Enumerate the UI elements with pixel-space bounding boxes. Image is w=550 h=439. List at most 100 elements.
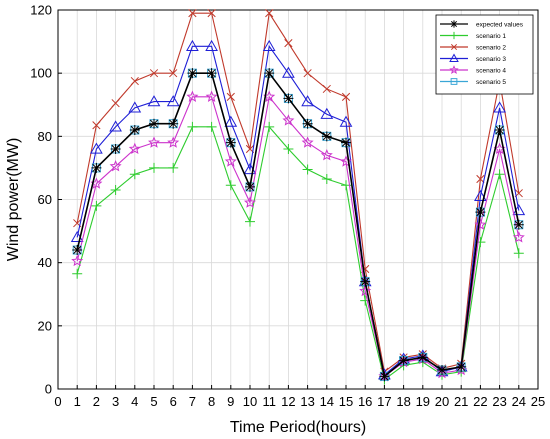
data-point-marker <box>72 245 83 256</box>
data-point-marker <box>494 125 505 136</box>
data-point-marker <box>207 9 216 18</box>
x-tick-label: 18 <box>396 394 410 409</box>
data-point-marker <box>109 160 122 172</box>
x-tick-label: 16 <box>358 394 372 409</box>
data-point-marker <box>147 95 161 107</box>
data-point-marker <box>129 125 140 136</box>
x-tick-label: 1 <box>74 394 81 409</box>
x-tick-label: 4 <box>131 394 138 409</box>
x-tick-label: 22 <box>473 394 487 409</box>
x-tick-label: 3 <box>112 394 119 409</box>
y-tick-label: 80 <box>38 129 52 144</box>
data-point-marker <box>303 69 312 78</box>
x-tick-label: 7 <box>189 394 196 409</box>
data-point-marker <box>417 352 428 363</box>
data-point-marker <box>513 219 524 230</box>
data-point-marker <box>262 39 276 51</box>
data-point-marker <box>302 164 313 175</box>
data-point-marker <box>494 169 505 180</box>
data-point-marker <box>283 93 294 104</box>
legend-entry: scenario 4 <box>440 65 506 74</box>
legend-label: expected values <box>476 21 524 28</box>
legend-swatch-marker <box>450 43 458 51</box>
x-tick-label: 19 <box>416 394 430 409</box>
data-point-marker <box>186 90 199 102</box>
x-tick-label: 10 <box>243 394 257 409</box>
data-point-marker <box>169 69 178 78</box>
data-point-marker <box>476 174 485 184</box>
data-point-marker <box>224 155 237 167</box>
x-tick-label: 8 <box>208 394 215 409</box>
data-point-marker <box>72 268 83 279</box>
data-point-marker <box>282 114 295 126</box>
legend: expected values scenario 1 scenario 2 scena… <box>435 14 534 95</box>
data-point-marker <box>187 121 198 132</box>
legend-entry: scenario 2 <box>440 43 506 51</box>
data-point-marker <box>110 185 121 196</box>
x-tick-label: 24 <box>512 394 526 409</box>
data-point-marker <box>320 148 333 161</box>
y-axis-ticks: 0 20 40 60 80 100 120 <box>30 3 62 397</box>
legend-entry: scenario 3 <box>440 53 506 63</box>
data-point-marker <box>224 115 238 127</box>
data-point-marker <box>188 9 197 18</box>
legend-label: scenario 1 <box>476 33 506 40</box>
data-point-marker <box>493 101 506 113</box>
data-point-marker <box>245 216 255 227</box>
data-point-marker <box>205 90 218 102</box>
x-tick-label: 0 <box>54 394 61 409</box>
series-line <box>76 71 520 378</box>
y-tick-label: 120 <box>30 3 52 18</box>
x-tick-label: 21 <box>454 394 468 409</box>
data-point-marker <box>166 95 180 107</box>
data-point-marker <box>301 95 314 107</box>
data-point-marker <box>186 39 199 51</box>
data-point-marker <box>168 162 179 173</box>
data-point-marker <box>513 248 524 259</box>
data-point-marker <box>148 136 160 148</box>
data-point-marker <box>282 66 295 78</box>
y-tick-label: 40 <box>38 255 52 270</box>
x-tick-label: 14 <box>320 394 334 409</box>
y-tick-label: 100 <box>30 66 52 81</box>
data-point-marker <box>359 284 372 297</box>
x-tick-label: 9 <box>227 394 234 409</box>
legend-entry: scenario 1 <box>440 31 506 40</box>
data-point-marker <box>320 107 334 119</box>
data-point-marker <box>130 76 139 86</box>
data-point-marker <box>283 143 294 154</box>
data-point-marker <box>339 115 353 127</box>
data-point-marker <box>302 118 313 129</box>
data-point-marker <box>111 99 120 108</box>
data-point-marker <box>149 162 159 173</box>
x-tick-label: 25 <box>531 394 545 409</box>
data-point-marker <box>321 131 332 142</box>
y-axis-title: Wind power(MW) <box>5 138 22 262</box>
data-point-marker <box>167 136 180 148</box>
x-tick-label: 20 <box>435 394 449 409</box>
data-point-marker <box>91 200 102 211</box>
legend-label: scenario 3 <box>476 56 506 63</box>
data-point-marker <box>205 39 218 51</box>
legend-label: scenario 2 <box>476 44 506 51</box>
data-point-marker <box>245 181 255 192</box>
data-point-marker <box>168 118 179 129</box>
data-point-marker <box>398 355 409 366</box>
x-tick-label: 23 <box>492 394 506 409</box>
data-point-marker <box>340 155 352 167</box>
data-point-marker <box>341 137 351 148</box>
data-point-marker <box>474 189 487 201</box>
data-point-marker <box>243 196 257 208</box>
series-expected-values <box>72 68 524 382</box>
data-point-marker <box>474 218 487 230</box>
x-tick-label: 15 <box>339 394 353 409</box>
y-tick-label: 0 <box>45 382 52 397</box>
series-lines <box>70 9 526 385</box>
data-point-marker <box>128 142 141 155</box>
data-point-marker <box>379 371 390 382</box>
data-point-marker <box>71 254 84 267</box>
data-point-marker <box>225 180 236 191</box>
data-point-marker <box>512 231 525 243</box>
data-point-marker <box>129 169 140 180</box>
